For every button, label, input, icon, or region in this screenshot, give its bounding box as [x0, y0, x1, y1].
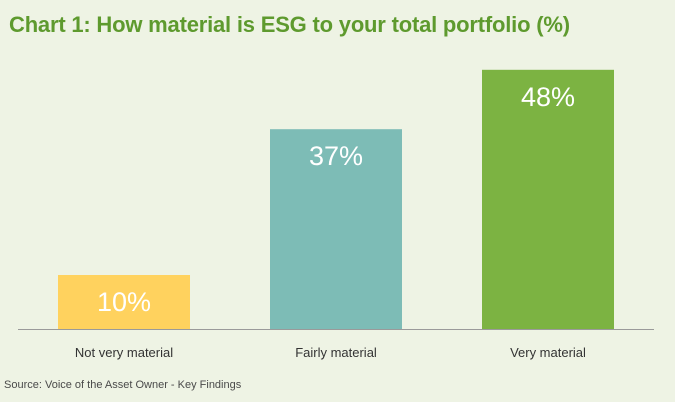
data-label-1: 10% — [97, 287, 151, 317]
category-label-3: Very material — [510, 345, 586, 360]
chart-title: Chart 1: How material is ESG to your tot… — [9, 12, 570, 37]
bar-1 — [58, 275, 190, 329]
category-label-1: Not very material — [75, 345, 173, 360]
source-note: Source: Voice of the Asset Owner - Key F… — [4, 379, 242, 391]
data-label-2: 37% — [309, 141, 363, 171]
bar-2 — [270, 129, 402, 329]
category-label-2: Fairly material — [295, 345, 377, 360]
data-label-3: 48% — [521, 82, 575, 112]
bar-3 — [482, 69, 614, 330]
